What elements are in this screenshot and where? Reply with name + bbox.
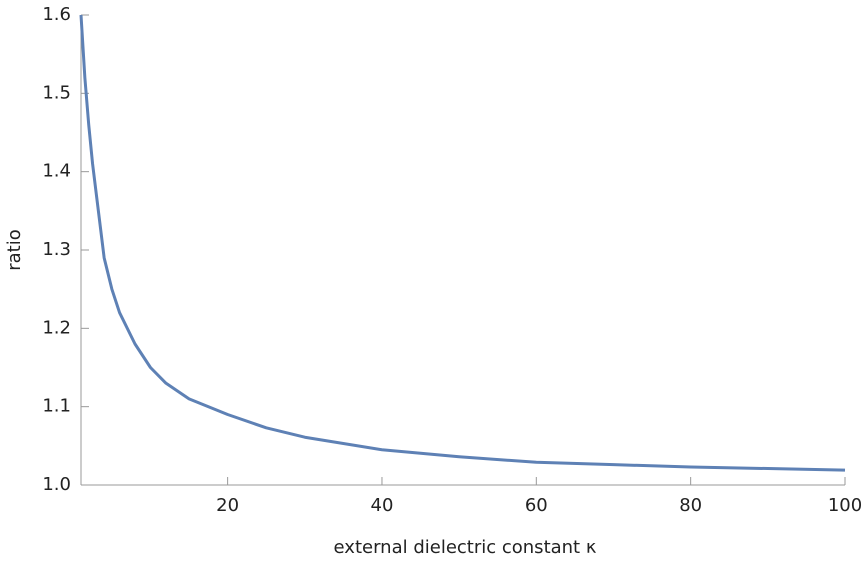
x-tick-label: 40 bbox=[371, 495, 394, 516]
y-tick-label: 1.0 bbox=[42, 474, 71, 495]
y-tick-label: 1.3 bbox=[42, 239, 71, 260]
x-tick-label: 80 bbox=[679, 495, 702, 516]
y-tick-label: 1.5 bbox=[42, 82, 71, 103]
x-axis-label: external dielectric constant κ bbox=[334, 537, 597, 558]
y-tick-label: 1.2 bbox=[42, 317, 71, 338]
x-tick-label: 20 bbox=[216, 495, 239, 516]
line bbox=[79, 14, 846, 472]
y-tick-label: 1.6 bbox=[42, 4, 71, 25]
y-tick-label: 1.4 bbox=[42, 161, 71, 182]
y-tick-label: 1.1 bbox=[42, 396, 71, 417]
x-tick-label: 60 bbox=[525, 495, 548, 516]
y-axis-label: ratio bbox=[4, 229, 25, 271]
x-tick-label: 100 bbox=[828, 495, 862, 516]
